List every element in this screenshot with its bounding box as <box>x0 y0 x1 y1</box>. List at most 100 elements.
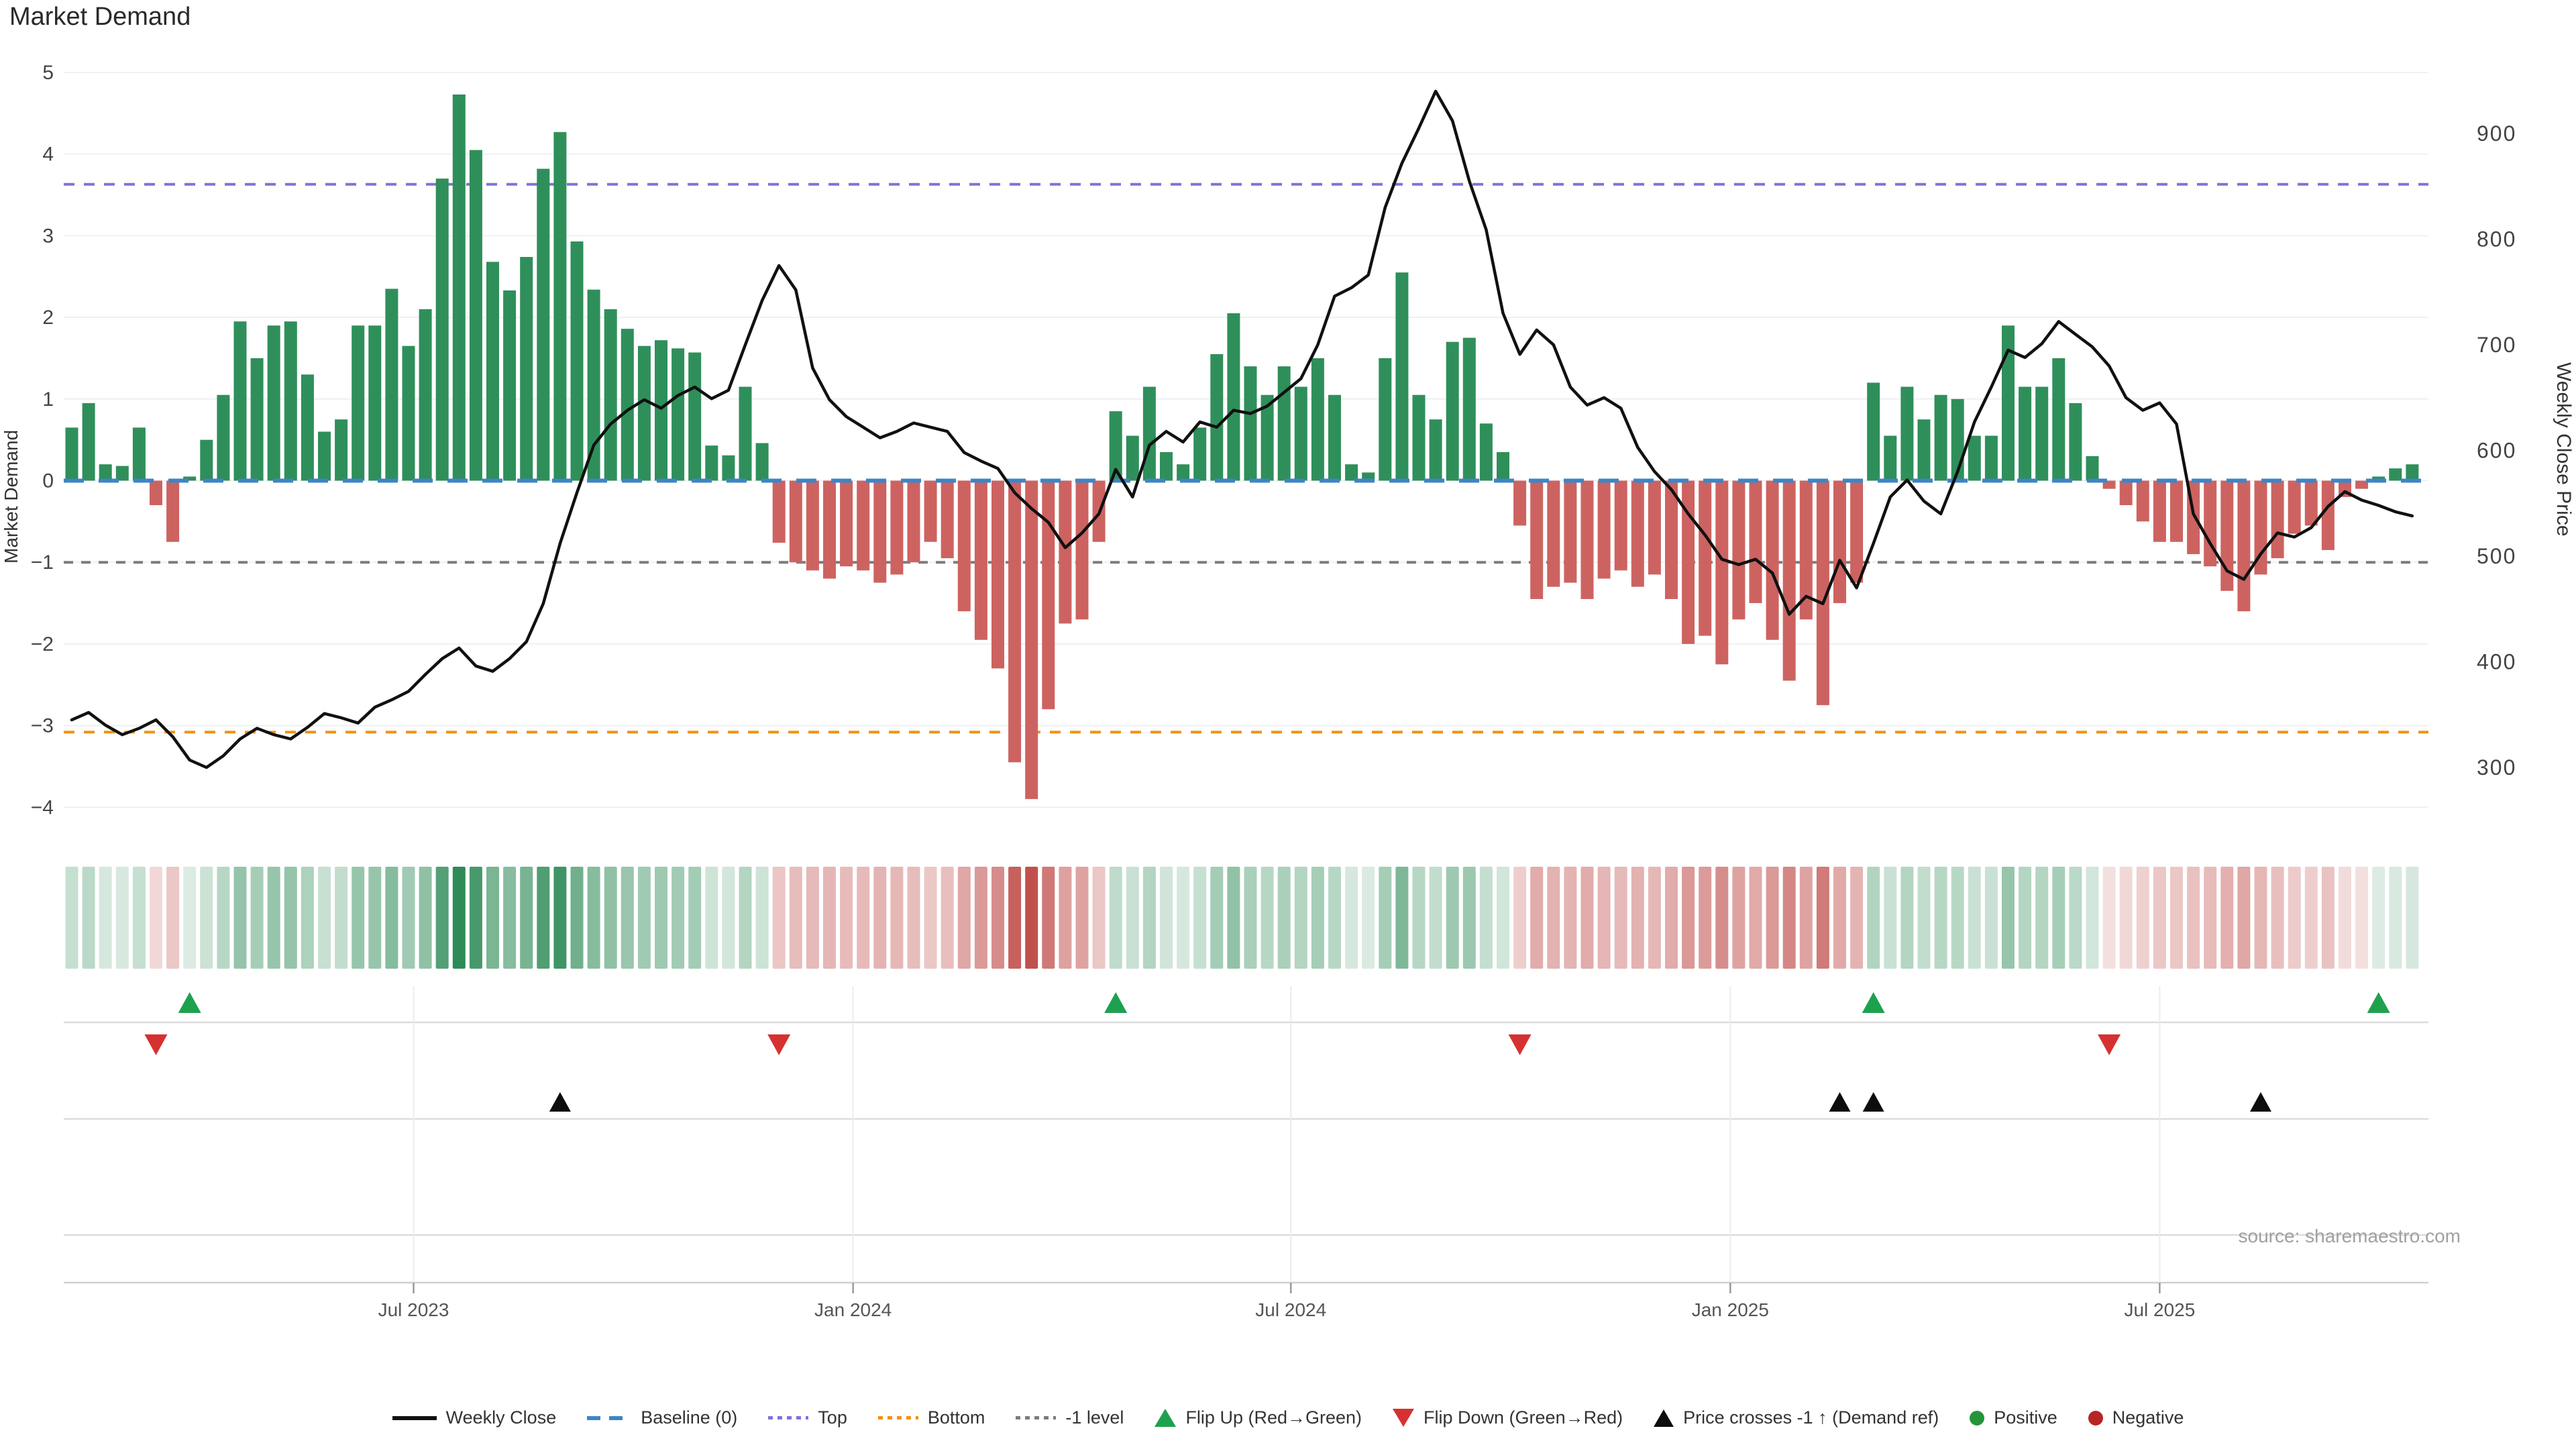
legend-item-baseline[interactable]: Baseline (0) <box>587 1407 737 1428</box>
green-up-triangle-icon <box>1155 1409 1177 1427</box>
heatmap-cell <box>2069 867 2082 969</box>
purple-dotted-icon <box>768 1416 809 1419</box>
positive-demand-bar <box>705 445 718 481</box>
positive-demand-bar <box>672 348 685 481</box>
heatmap-cell <box>806 867 819 969</box>
negative-demand-bar <box>2153 480 2166 542</box>
negative-demand-bar <box>1597 480 1611 579</box>
flip-up-marker <box>1862 992 1885 1013</box>
negative-demand-bar <box>2136 480 2149 522</box>
positive-demand-bar <box>1244 366 1257 481</box>
legend-item-top[interactable]: Top <box>768 1407 847 1428</box>
heatmap-cell <box>200 867 213 969</box>
right-tick-label: 500 <box>2477 544 2516 568</box>
market-demand-chart: 5 4 3 2 1 0 −1 −2 −3 −4 900 800 700 600 500 400 300 Jul 2… <box>1 62 2575 1320</box>
positive-demand-bar <box>1210 354 1224 481</box>
heatmap-cell <box>1749 867 1762 969</box>
red-down-triangle-icon <box>1393 1409 1415 1427</box>
negative-demand-bar <box>150 480 162 506</box>
heatmap-cell <box>1648 867 1661 969</box>
flip-down-markers <box>144 1034 2121 1055</box>
red-dot-icon <box>2088 1410 2103 1426</box>
heatmap-cell <box>2288 867 2301 969</box>
right-tick-label: 700 <box>2477 333 2516 357</box>
negative-demand-bar <box>2237 480 2251 612</box>
negative-demand-bar <box>823 480 836 579</box>
heatmap-cell <box>2102 867 2116 969</box>
heatmap-cell <box>2187 867 2200 969</box>
positive-demand-bar <box>537 168 550 481</box>
negative-demand-bar <box>1816 480 1829 706</box>
positive-demand-bar <box>2069 402 2082 481</box>
legend-item-flip-down[interactable]: Flip Down (Green→Red) <box>1393 1407 1623 1428</box>
heatmap-cell <box>1345 867 1358 969</box>
x-tick-label: Jan 2025 <box>1692 1299 1769 1320</box>
negative-demand-bar <box>166 480 180 542</box>
legend-item-weekly-close[interactable]: Weekly Close <box>392 1407 556 1428</box>
negative-demand-bar <box>857 480 870 571</box>
flip-down-marker <box>2098 1034 2121 1055</box>
negative-demand-bar <box>1850 480 1864 583</box>
heatmap-cell <box>1850 867 1864 969</box>
demand-heatmap-strip <box>65 867 2419 969</box>
orange-dotted-icon <box>877 1416 918 1419</box>
heatmap-cell <box>452 867 466 969</box>
right-axis-title: Weekly Close Price <box>2553 362 2575 537</box>
negative-demand-bar <box>2355 480 2369 489</box>
positive-demand-bar <box>2019 386 2032 481</box>
heatmap-cell <box>924 867 937 969</box>
negative-demand-bar <box>1682 480 1695 644</box>
heatmap-cell <box>991 867 1004 969</box>
x-tick-label: Jul 2025 <box>2124 1299 2195 1320</box>
x-tick-label: Jan 2024 <box>814 1299 892 1320</box>
heatmap-cell <box>739 867 752 969</box>
heatmap-cell <box>2237 867 2251 969</box>
negative-demand-bar <box>941 480 954 559</box>
positive-demand-bar <box>1142 386 1156 481</box>
x-tick-label: Jul 2023 <box>378 1299 449 1320</box>
heatmap-cell <box>1412 867 1426 969</box>
price-cross-marker <box>1862 1092 1884 1112</box>
legend-item-negative[interactable]: Negative <box>2088 1407 2184 1428</box>
heatmap-cell <box>688 867 702 969</box>
positive-demand-bar <box>267 325 280 481</box>
positive-demand-bar <box>1345 464 1358 481</box>
negative-demand-bar <box>1564 480 1577 583</box>
heatmap-cell <box>1766 867 1779 969</box>
negative-demand-bar <box>1059 480 1072 624</box>
legend-label: Flip Up (Red→Green) <box>1185 1407 1362 1428</box>
positive-demand-bar <box>755 443 769 481</box>
negative-demand-bar <box>1580 480 1594 599</box>
legend-item-bottom[interactable]: Bottom <box>877 1407 985 1428</box>
positive-demand-bar <box>486 262 499 481</box>
legend-item-price-cross[interactable]: Price crosses -1 ↑ (Demand ref) <box>1654 1407 1939 1428</box>
heatmap-cell <box>2321 867 2334 969</box>
left-tick-label: 0 <box>42 470 54 492</box>
negative-demand-bar <box>789 480 802 563</box>
negative-demand-bar <box>1833 480 1846 604</box>
heatmap-cell <box>233 867 247 969</box>
heatmap-cell <box>1277 867 1291 969</box>
negative-demand-bar <box>957 480 971 612</box>
legend-item-minus-one[interactable]: -1 level <box>1016 1407 1124 1428</box>
heatmap-cell <box>2355 867 2369 969</box>
heatmap-cell <box>150 867 162 969</box>
negative-demand-bar <box>2271 480 2284 559</box>
heatmap-cell <box>1833 867 1846 969</box>
positive-demand-bar <box>1968 435 1981 481</box>
heatmap-cell <box>1227 867 1240 969</box>
flip-down-marker <box>1508 1034 1532 1055</box>
heatmap-cell <box>250 867 264 969</box>
positive-demand-bar <box>284 321 297 481</box>
heatmap-cell <box>604 867 617 969</box>
flip-up-marker <box>1104 992 1128 1013</box>
legend-item-flip-up[interactable]: Flip Up (Red→Green) <box>1155 1407 1362 1428</box>
blue-dash-icon <box>587 1415 632 1420</box>
heatmap-cell <box>1092 867 1106 969</box>
left-tick-label: 3 <box>42 225 54 247</box>
positive-demand-bar <box>65 427 78 481</box>
heatmap-cell <box>2372 867 2385 969</box>
heatmap-cell <box>1446 867 1459 969</box>
heatmap-cell <box>1682 867 1695 969</box>
legend-item-positive[interactable]: Positive <box>1970 1407 2057 1428</box>
